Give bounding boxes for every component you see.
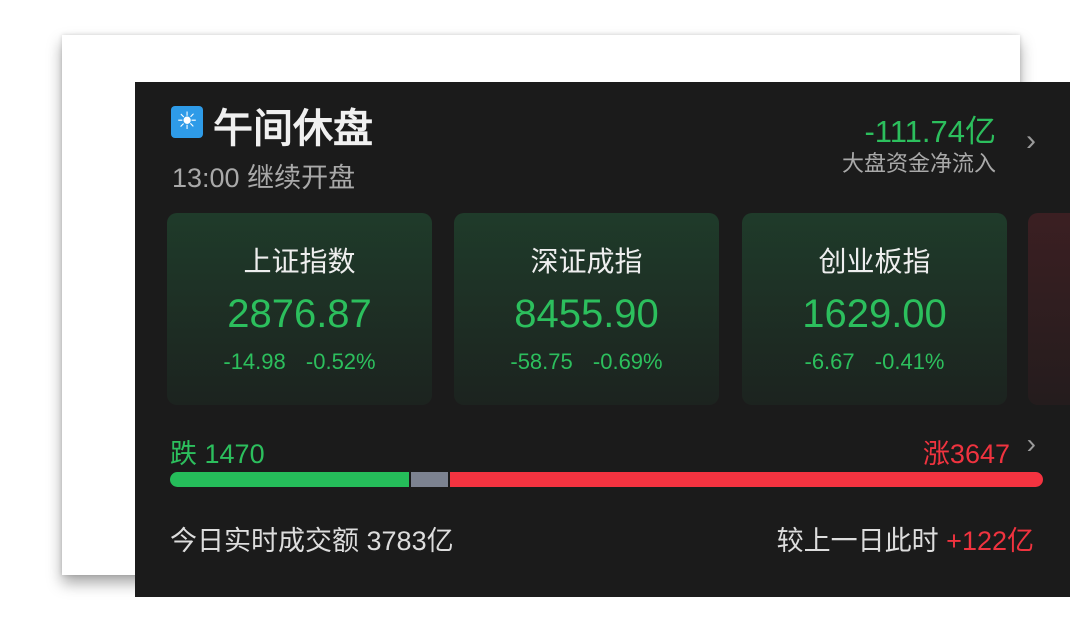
turnover-compare: 较上一日此时 +122亿 (777, 519, 1034, 558)
index-percent: -0.52% (305, 349, 376, 374)
up-label: 涨 (922, 439, 950, 469)
index-name: 创业板指 (818, 246, 931, 277)
index-change: -14.98 (223, 349, 286, 374)
net-flow-value[interactable]: -111.74亿 (864, 114, 996, 149)
turnover: 今日实时成交额 3783亿 (170, 519, 454, 558)
sun-icon: ☀ (171, 106, 203, 138)
index-price: 8455.90 (514, 292, 659, 336)
page-title: 午间休盘 (213, 107, 373, 151)
index-percent: -0.41% (874, 349, 945, 374)
index-change: -58.75 (510, 349, 573, 374)
breadth-bar (170, 472, 1043, 487)
index-percent: -0.69% (592, 349, 663, 374)
index-card-shenzhen[interactable]: 深证成指 8455.90 -58.75 -0.69% (454, 213, 719, 405)
index-card-shanghai[interactable]: 上证指数 2876.87 -14.98 -0.52% (167, 213, 432, 405)
breadth-bar-down (170, 472, 409, 487)
turnover-label: 今日实时成交额 (170, 526, 359, 556)
compare-value: +122亿 (946, 526, 1034, 556)
chevron-right-icon[interactable]: › (1026, 124, 1036, 157)
index-price: 1629.00 (802, 292, 947, 336)
up-count: 3647 (949, 439, 1010, 469)
index-price: 2876.87 (227, 292, 372, 336)
net-flow-label[interactable]: 大盘资金净流入 (841, 151, 996, 176)
compare-label: 较上一日此时 (776, 526, 939, 556)
down-label: 跌 (170, 439, 197, 469)
index-change: -6.67 (804, 349, 855, 374)
card-frame: ☀ 午间休盘 13:00 继续开盘 -111.74亿 大盘资金净流入 › 上证指… (62, 35, 1070, 597)
index-card-chinext[interactable]: 创业板指 1629.00 -6.67 -0.41% (742, 213, 1007, 405)
down-count: 1470 (204, 439, 265, 469)
index-name: 深证成指 (530, 246, 643, 277)
breadth-bar-flat (410, 472, 449, 487)
breadth-bar-up (450, 472, 1043, 487)
reopen-time: 13:00 继续开盘 (172, 163, 356, 193)
advancers-count[interactable]: 涨3647 (923, 432, 1010, 471)
market-summary-panel: ☀ 午间休盘 13:00 继续开盘 -111.74亿 大盘资金净流入 › 上证指… (135, 82, 1070, 597)
index-card-partial[interactable] (1028, 213, 1070, 405)
decliners-count[interactable]: 跌 1470 (170, 432, 265, 471)
chevron-right-icon[interactable]: › (1026, 428, 1036, 459)
index-name: 上证指数 (243, 246, 356, 277)
turnover-value: 3783亿 (366, 526, 454, 556)
